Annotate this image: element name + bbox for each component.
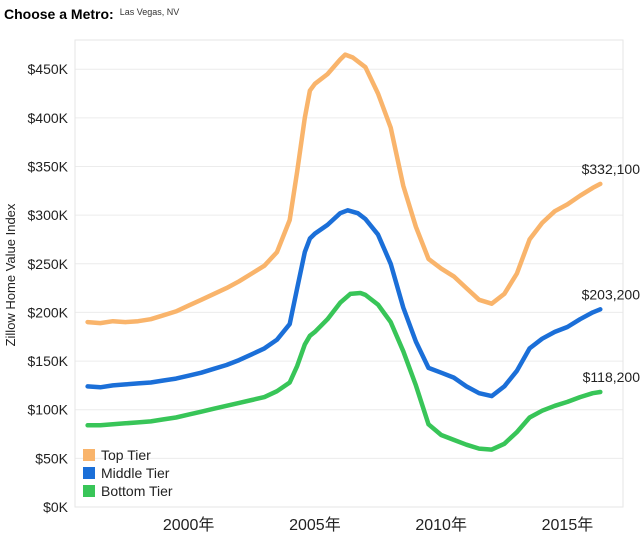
legend-swatch [83, 485, 95, 497]
y-tick-label: $400K [28, 110, 69, 126]
series-line-top-tier [85, 52, 603, 326]
end-value-label: $332,100 [582, 161, 640, 177]
legend-label: Top Tier [101, 447, 151, 463]
series-line-bottom-tier [85, 290, 603, 452]
legend-label: Middle Tier [101, 465, 170, 481]
y-axis: $0K $50K $100K $150K $200K $250K $300K $350K $40… [28, 61, 69, 515]
end-value-label: $203,200 [582, 286, 640, 302]
x-tick-label: 2005年 [289, 516, 341, 534]
legend-label: Bottom Tier [101, 483, 173, 499]
legend: Top Tier Middle Tier Bottom Tier [83, 447, 173, 499]
y-tick-label: $100K [28, 402, 69, 418]
gridlines [75, 68, 623, 508]
legend-swatch [83, 467, 95, 479]
metro-dropdown[interactable]: Las Vegas, NV [119, 7, 180, 17]
metro-selector: Choose a Metro: Las Vegas, NV [4, 6, 179, 28]
x-axis: 2000年 2005年 2010年 2015年 [163, 516, 593, 534]
y-tick-label: $450K [28, 61, 69, 77]
legend-swatch [83, 449, 95, 461]
x-tick-label: 2000年 [163, 516, 215, 534]
series-line-middle-tier [85, 208, 603, 399]
y-tick-label: $250K [28, 256, 69, 272]
y-tick-label: $150K [28, 353, 69, 369]
x-tick-label: 2015年 [542, 516, 594, 534]
end-value-label: $118,200 [583, 369, 640, 385]
plot-area [74, 39, 624, 508]
y-axis-label: Zillow Home Value Index [3, 203, 18, 346]
metro-selector-label: Choose a Metro: [4, 6, 114, 22]
y-tick-label: $50K [35, 450, 68, 466]
end-labels: $332,100 $203,200 $118,200 [582, 161, 640, 385]
y-tick-label: $350K [28, 158, 69, 174]
y-tick-label: $200K [28, 304, 69, 320]
y-tick-label: $0K [43, 499, 69, 515]
series-group [85, 52, 603, 452]
x-tick-label: 2010年 [415, 516, 467, 534]
y-tick-label: $300K [28, 207, 69, 223]
